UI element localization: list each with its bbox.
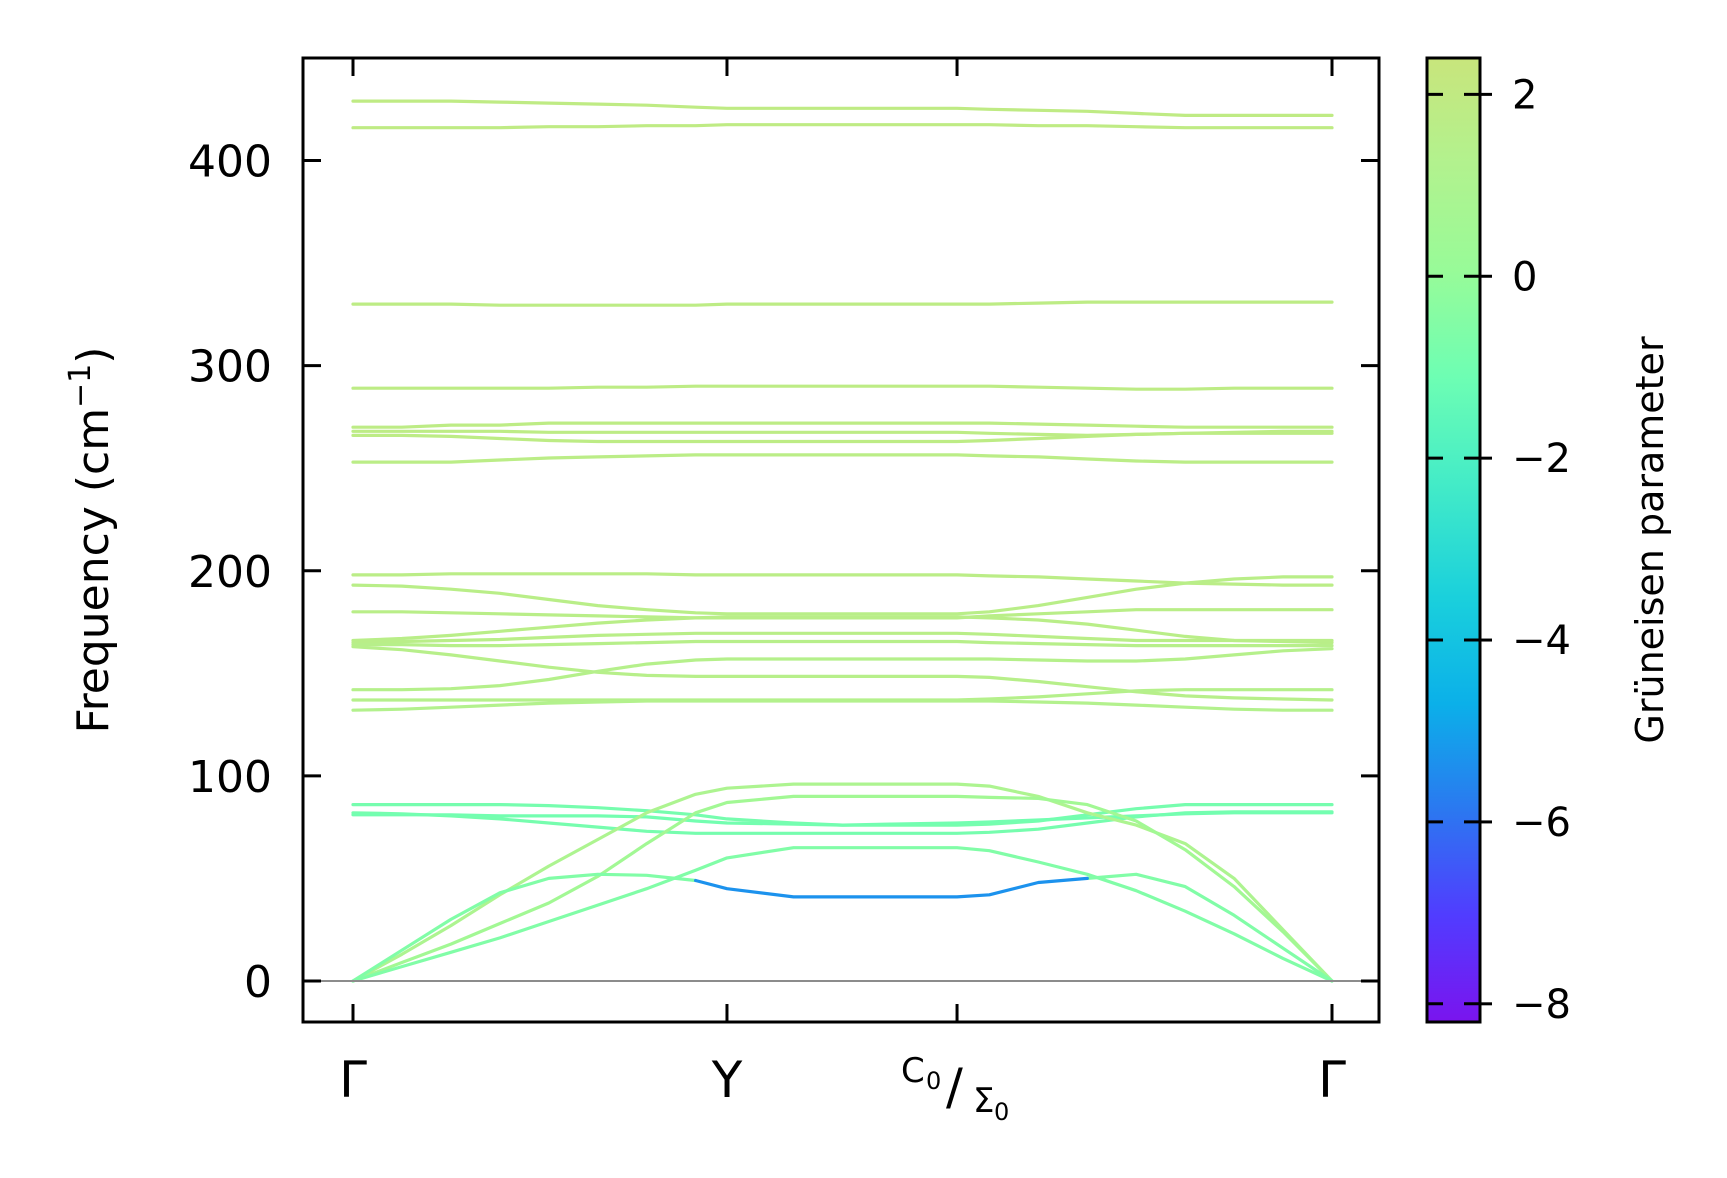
colorbar-tick-label-2: −2 — [1512, 436, 1571, 482]
kpoint-label-sigma: Σ — [973, 1081, 994, 1121]
colorbar-tick-label-4: −6 — [1512, 800, 1571, 846]
kpoint-label-slash: / — [946, 1058, 963, 1116]
plot-frame — [301, 56, 1381, 1024]
kpoint-label-c0-sigma0: C 0 / Σ 0 — [901, 1051, 1009, 1126]
colorbar-gradient — [1425, 56, 1482, 1024]
kpoint-label-sigma-sub: 0 — [994, 1098, 1009, 1126]
y-axis: 0 100 200 300 400 — [188, 137, 1379, 1008]
y-tick-label-400: 400 — [188, 137, 272, 188]
band-line-26 — [694, 876, 1089, 899]
kpoint-label-c: C — [901, 1051, 925, 1091]
band-line-18 — [351, 699, 1334, 712]
kpoint-label-gamma-start: Γ — [339, 1051, 367, 1109]
band-line-2 — [351, 123, 1334, 130]
band-line-24 — [351, 846, 1334, 983]
y-tick-label-0: 0 — [244, 957, 272, 1008]
band-line-10 — [351, 575, 1334, 616]
band-line-16 — [351, 647, 1334, 692]
kpoint-label-c-sub: 0 — [926, 1067, 941, 1095]
band-line-22 — [351, 782, 1334, 983]
colorbar-tick-label-5: −8 — [1512, 982, 1571, 1028]
plot-area — [303, 58, 1379, 1022]
colorbar-ticks: 2 0 −2 −4 −6 −8 — [1427, 72, 1571, 1028]
y-axis-title-main: Frequency (cm — [68, 408, 119, 734]
kpoint-label-y: Y — [711, 1051, 743, 1109]
band-line-7 — [351, 431, 1334, 444]
y-tick-label-200: 200 — [188, 547, 272, 598]
colorbar: 2 0 −2 −4 −6 −8 Grüneisen parameter — [1425, 56, 1672, 1028]
band-line-12 — [351, 615, 1334, 645]
band-line-9 — [351, 572, 1334, 587]
y-axis-title: Frequency (cm−1) — [63, 347, 119, 734]
colorbar-tick-label-3: −4 — [1512, 618, 1571, 664]
kpoint-labels: Γ Y C 0 / Σ 0 Γ — [339, 1051, 1346, 1126]
y-tick-label-100: 100 — [188, 752, 272, 803]
band-line-15 — [351, 645, 1334, 702]
band-line-5 — [351, 421, 1334, 429]
band-line-23 — [351, 794, 1334, 983]
kpoint-label-gamma-end: Γ — [1318, 1051, 1346, 1109]
band-line-3 — [351, 300, 1334, 307]
y-axis-title-sup: −1 — [63, 364, 98, 408]
kpoint-ticks — [351, 58, 1334, 1022]
band-line-21 — [351, 811, 1334, 827]
band-lines — [351, 99, 1334, 983]
band-line-8 — [351, 453, 1334, 464]
band-line-25 — [351, 872, 1334, 983]
band-line-13 — [351, 631, 1334, 645]
band-line-14 — [351, 639, 1334, 648]
band-line-1 — [351, 99, 1334, 117]
colorbar-title: Grüneisen parameter — [1628, 336, 1672, 744]
colorbar-tick-label-1: 0 — [1512, 254, 1537, 300]
y-axis-title-close: ) — [68, 347, 119, 364]
band-line-4 — [351, 384, 1334, 391]
y-tick-label-300: 300 — [188, 342, 272, 393]
colorbar-tick-label-0: 2 — [1512, 72, 1537, 118]
